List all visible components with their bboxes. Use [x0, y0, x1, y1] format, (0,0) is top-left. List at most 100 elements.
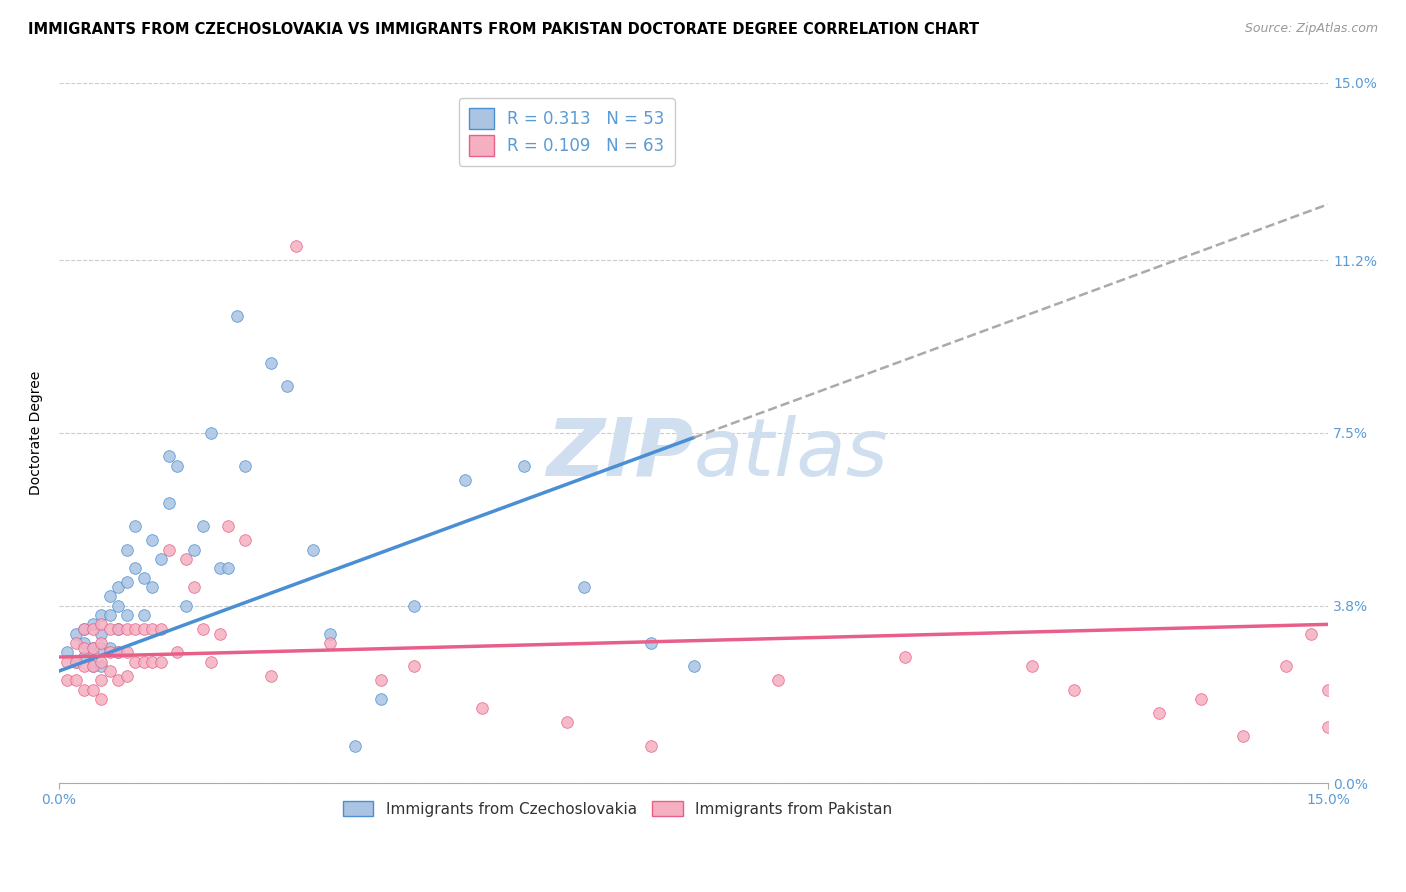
Point — [98, 640, 121, 655]
Point — [90, 640, 112, 655]
Point — [157, 450, 180, 464]
Point — [555, 715, 578, 730]
Point — [166, 458, 188, 473]
Point — [115, 669, 138, 683]
Point — [200, 655, 222, 669]
Point — [98, 590, 121, 604]
Point — [183, 542, 205, 557]
Point — [191, 519, 214, 533]
Point — [174, 599, 197, 613]
Point — [90, 673, 112, 688]
Point — [82, 682, 104, 697]
Point — [208, 626, 231, 640]
Point — [107, 580, 129, 594]
Point — [98, 622, 121, 636]
Point — [124, 519, 146, 533]
Point — [191, 622, 214, 636]
Point — [82, 659, 104, 673]
Point — [276, 379, 298, 393]
Point — [98, 645, 121, 659]
Point — [132, 607, 155, 622]
Point — [73, 650, 96, 665]
Point — [1189, 692, 1212, 706]
Point — [1301, 626, 1323, 640]
Point — [115, 607, 138, 622]
Point — [73, 682, 96, 697]
Point — [302, 542, 325, 557]
Text: IMMIGRANTS FROM CZECHOSLOVAKIA VS IMMIGRANTS FROM PAKISTAN DOCTORATE DEGREE CORR: IMMIGRANTS FROM CZECHOSLOVAKIA VS IMMIGR… — [28, 22, 979, 37]
Point — [166, 645, 188, 659]
Point — [107, 673, 129, 688]
Point — [82, 617, 104, 632]
Point — [98, 664, 121, 678]
Point — [174, 552, 197, 566]
Text: Source: ZipAtlas.com: Source: ZipAtlas.com — [1244, 22, 1378, 36]
Point — [183, 580, 205, 594]
Point — [200, 425, 222, 440]
Point — [1317, 720, 1340, 734]
Point — [141, 655, 163, 669]
Point — [319, 636, 342, 650]
Point — [404, 659, 426, 673]
Point — [1317, 682, 1340, 697]
Legend: Immigrants from Czechoslovakia, Immigrants from Pakistan: Immigrants from Czechoslovakia, Immigran… — [335, 793, 900, 824]
Point — [233, 458, 256, 473]
Point — [82, 640, 104, 655]
Point — [141, 533, 163, 548]
Point — [90, 692, 112, 706]
Point — [141, 622, 163, 636]
Point — [572, 580, 595, 594]
Point — [124, 561, 146, 575]
Point — [132, 655, 155, 669]
Point — [124, 622, 146, 636]
Text: atlas: atlas — [693, 415, 889, 493]
Point — [56, 673, 79, 688]
Point — [370, 673, 392, 688]
Point — [90, 617, 112, 632]
Point — [319, 626, 342, 640]
Point — [115, 645, 138, 659]
Point — [98, 607, 121, 622]
Point — [107, 645, 129, 659]
Point — [404, 599, 426, 613]
Point — [82, 622, 104, 636]
Point — [132, 622, 155, 636]
Point — [90, 655, 112, 669]
Point — [894, 650, 917, 665]
Point — [513, 458, 536, 473]
Point — [82, 659, 104, 673]
Point — [73, 640, 96, 655]
Point — [682, 659, 704, 673]
Point — [640, 739, 662, 753]
Point — [90, 626, 112, 640]
Point — [65, 636, 87, 650]
Point — [149, 622, 172, 636]
Point — [370, 692, 392, 706]
Point — [73, 622, 96, 636]
Text: ZIP: ZIP — [546, 415, 693, 493]
Point — [124, 655, 146, 669]
Point — [284, 239, 307, 253]
Point — [344, 739, 367, 753]
Point — [1232, 730, 1254, 744]
Point — [56, 655, 79, 669]
Point — [132, 571, 155, 585]
Point — [141, 580, 163, 594]
Point — [259, 669, 281, 683]
Point — [259, 356, 281, 370]
Point — [73, 636, 96, 650]
Point — [1063, 682, 1085, 697]
Point — [157, 542, 180, 557]
Point — [149, 655, 172, 669]
Point — [217, 519, 239, 533]
Point — [225, 310, 247, 324]
Point — [217, 561, 239, 575]
Point — [107, 622, 129, 636]
Point — [107, 622, 129, 636]
Point — [90, 636, 112, 650]
Point — [65, 673, 87, 688]
Point — [107, 645, 129, 659]
Y-axis label: Doctorate Degree: Doctorate Degree — [30, 371, 44, 495]
Point — [1147, 706, 1170, 720]
Point — [73, 659, 96, 673]
